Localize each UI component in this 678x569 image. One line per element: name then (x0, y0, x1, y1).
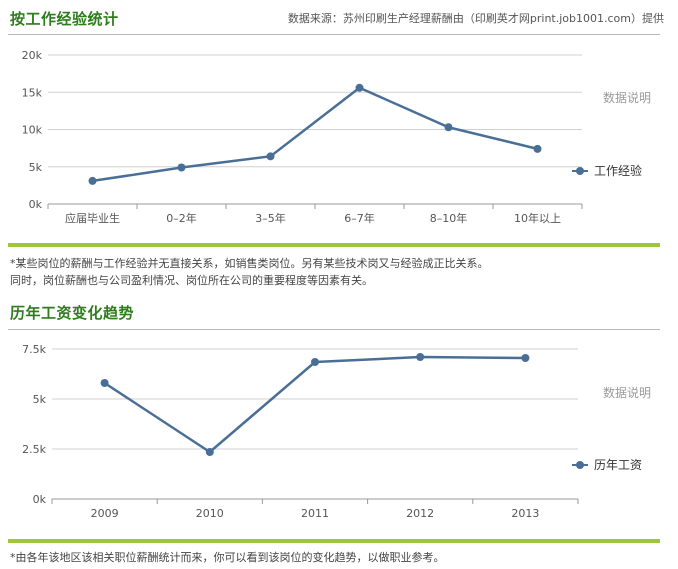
chart2-ytick-label: 0k (33, 493, 47, 506)
data-source-note: 数据来源：苏州印刷生产经理薪酬由（印刷英才网print.job1001.com）… (287, 12, 664, 25)
experience-line-chart: 0k 5k 10k 15k 20k 应届毕业生 0–2年 3–5年 6–7年 8–10年 10年以上… (22, 49, 651, 225)
chart1-xtick-label: 应届毕业生 (65, 211, 120, 225)
chart2-xtick-label: 2011 (301, 507, 329, 520)
chart1-note-line1: *某些岗位的薪酬与工作经验并无直接关系，如销售类岗位。另有某些技术岗又与经验成正… (10, 257, 489, 270)
chart2-xtick-label: 2009 (91, 507, 119, 520)
chart1-explain-label: 数据说明 (603, 90, 651, 105)
chart1-ytick-label: 5k (29, 161, 43, 174)
chart1-xtick-label: 8–10年 (430, 211, 468, 225)
chart2-ytick-label: 2.5k (22, 443, 46, 456)
chart1-legend-marker (576, 167, 584, 175)
chart1-xtick-label: 3–5年 (255, 211, 286, 225)
chart1-xtick-label: 0–2年 (166, 211, 197, 225)
chart2-header-rule (8, 329, 660, 330)
chart2-series-line (103, 355, 526, 454)
chart1-ytick-label: 15k (22, 86, 43, 99)
chart2-xtick-label: 2010 (196, 507, 224, 520)
chart2-data-point (416, 353, 425, 361)
chart1-data-point (88, 176, 97, 185)
chart2-explain-label: 数据说明 (603, 385, 651, 400)
chart1-title: 按工作经验统计 (10, 10, 119, 28)
chart2-legend-label: 历年工资 (594, 458, 642, 472)
chart2-footer-rule (8, 539, 660, 543)
chart1-note: *某些岗位的薪酬与工作经验并无直接关系，如销售类岗位。另有某些技术岗又与经验成正… (10, 255, 489, 289)
chart2-xtick-label: 2013 (511, 507, 539, 520)
chart1-footer-rule (8, 243, 660, 247)
chart1-data-point (533, 144, 542, 153)
chart2-note: *由各年该地区该相关职位薪酬统计而来，你可以看到该岗位的变化趋势，以做职业参考。 (10, 549, 445, 566)
chart1-header-rule (8, 34, 660, 35)
chart2-note-line1: *由各年该地区该相关职位薪酬统计而来，你可以看到该岗位的变化趋势，以做职业参考。 (10, 551, 445, 564)
chart1-ytick-label: 10k (22, 124, 43, 137)
chart2-ytick-label: 7.5k (22, 343, 46, 356)
chart1-data-point (355, 83, 364, 92)
chart2-data-point (205, 448, 214, 456)
chart2-data-point (311, 358, 319, 366)
chart2-data-point (100, 379, 109, 387)
chart1-legend-label: 工作经验 (594, 163, 642, 178)
chart1-data-point (177, 163, 186, 172)
chart1-ytick-label: 20k (22, 49, 43, 62)
chart1-xtick-label: 10年以上 (514, 211, 561, 225)
chart1-xtick-label: 6–7年 (344, 211, 375, 225)
chart1-series-line (92, 86, 538, 183)
chart2-legend-marker (576, 461, 584, 469)
chart2-data-point (521, 354, 530, 362)
chart2-xtick-label: 2012 (406, 507, 434, 520)
chart1-data-point (266, 152, 275, 161)
chart1-ytick-label: 0k (29, 198, 43, 211)
chart1-note-line2: 同时，岗位薪酬也与公司盈利情况、岗位所在公司的重要程度等因素有关。 (10, 274, 373, 287)
chart2-ytick-label: 5k (33, 393, 47, 406)
chart2-title: 历年工资变化趋势 (10, 304, 135, 322)
chart1-data-point (444, 123, 453, 132)
